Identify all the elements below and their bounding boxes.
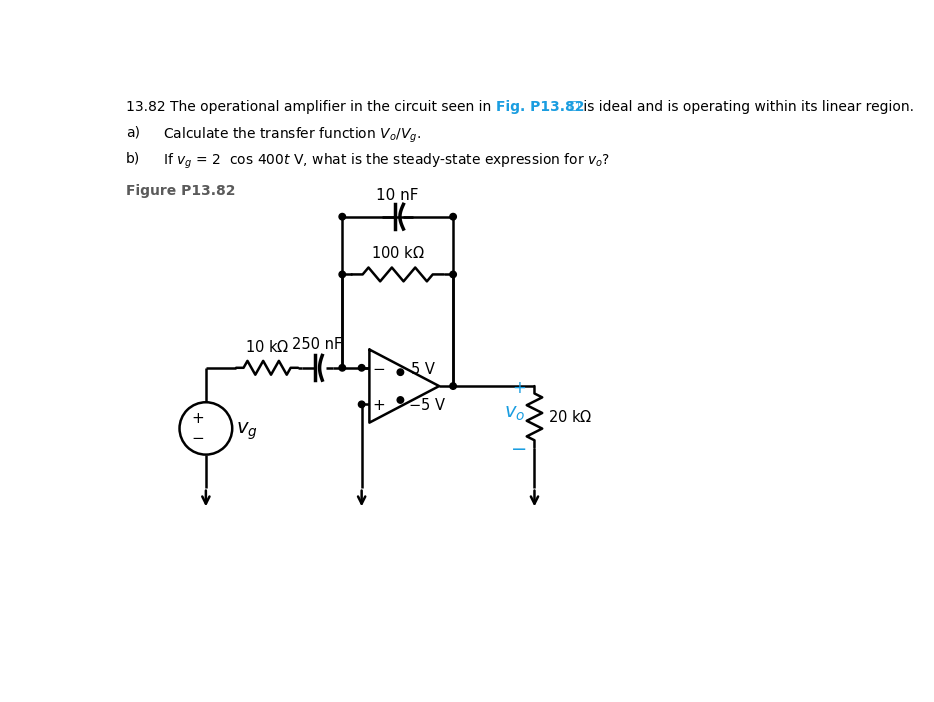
Text: −: − (511, 440, 527, 460)
Text: a): a) (126, 126, 140, 140)
Circle shape (359, 364, 365, 371)
Circle shape (339, 364, 346, 371)
Text: $v_g$: $v_g$ (236, 420, 258, 442)
Text: 10 k$\Omega$: 10 k$\Omega$ (245, 338, 290, 355)
Text: 5 V: 5 V (411, 362, 435, 376)
Text: $+$: $+$ (372, 397, 385, 413)
Text: Fig. P13.82: Fig. P13.82 (497, 100, 585, 114)
Text: 20 k$\Omega$: 20 k$\Omega$ (548, 409, 593, 425)
Circle shape (339, 271, 346, 278)
Text: □: □ (565, 100, 580, 112)
Text: Figure P13.82: Figure P13.82 (126, 185, 235, 199)
Text: b): b) (126, 152, 140, 166)
Text: 13.82 The operational amplifier in the circuit seen in: 13.82 The operational amplifier in the c… (126, 100, 496, 114)
Text: 100 k$\Omega$: 100 k$\Omega$ (371, 245, 424, 261)
Text: $v_o$: $v_o$ (504, 404, 526, 423)
Text: $-$5 V: $-$5 V (408, 397, 446, 413)
Text: +: + (191, 411, 205, 426)
Text: $-$: $-$ (372, 359, 386, 375)
Text: is ideal and is operating within its linear region.: is ideal and is operating within its lin… (579, 100, 914, 114)
Circle shape (450, 271, 457, 278)
Text: If $v_g$ = 2  cos 400$t$ V, what is the steady-state expression for $v_o$?: If $v_g$ = 2 cos 400$t$ V, what is the s… (163, 152, 611, 171)
Text: 10 nF: 10 nF (376, 188, 419, 203)
Circle shape (397, 369, 403, 376)
Circle shape (397, 397, 403, 403)
Circle shape (450, 383, 457, 390)
Circle shape (450, 213, 457, 220)
Text: Calculate the transfer function $V_o/V_g$.: Calculate the transfer function $V_o/V_g… (163, 126, 421, 145)
Circle shape (339, 213, 346, 220)
Circle shape (359, 401, 365, 408)
Text: −: − (191, 431, 205, 446)
Text: 250 nF: 250 nF (292, 338, 343, 352)
Text: +: + (512, 379, 526, 397)
